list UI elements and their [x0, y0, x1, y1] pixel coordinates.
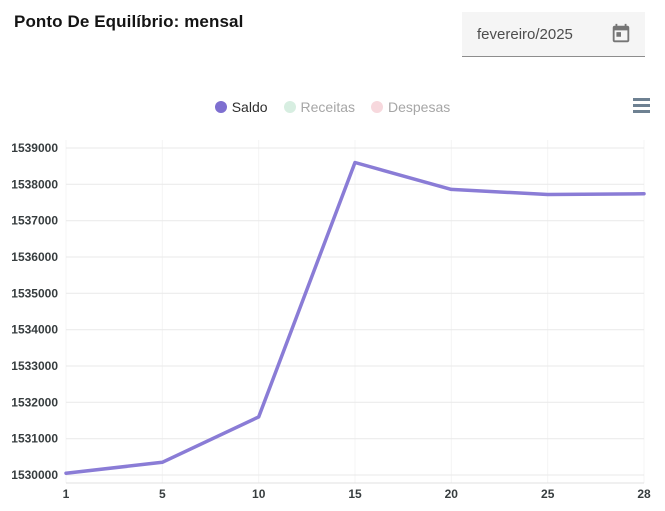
svg-text:1535000: 1535000 [11, 286, 58, 300]
legend-label: Receitas [300, 99, 355, 115]
month-picker-value[interactable]: fevereiro/2025 [477, 25, 573, 43]
legend-marker-icon [214, 101, 227, 113]
hamburger-menu-icon[interactable] [633, 98, 651, 113]
svg-text:1538000: 1538000 [11, 177, 58, 191]
legend-label: Despesas [388, 99, 451, 115]
chart-legend: Saldo Receitas Despesas [0, 99, 665, 115]
svg-text:1531000: 1531000 [11, 432, 58, 446]
legend-marker-icon [283, 101, 296, 113]
menu-bar [633, 110, 650, 113]
svg-text:1530000: 1530000 [11, 468, 58, 482]
svg-text:15: 15 [348, 487, 362, 501]
svg-text:25: 25 [541, 487, 555, 501]
svg-text:1533000: 1533000 [11, 359, 58, 373]
svg-text:28: 28 [637, 487, 651, 501]
svg-text:1532000: 1532000 [11, 395, 58, 409]
legend-label: Saldo [231, 99, 268, 115]
svg-text:10: 10 [252, 487, 266, 501]
legend-item-receitas[interactable]: Receitas [283, 99, 355, 115]
calendar-icon[interactable] [610, 23, 632, 45]
month-picker[interactable]: fevereiro/2025 [462, 12, 645, 57]
svg-text:1536000: 1536000 [11, 250, 58, 264]
svg-text:20: 20 [445, 487, 459, 501]
svg-text:1: 1 [63, 487, 70, 501]
legend-item-despesas[interactable]: Despesas [371, 99, 450, 115]
legend-item-saldo[interactable]: Saldo [214, 99, 268, 115]
legend-marker-icon [371, 101, 383, 113]
page-title: Ponto De Equilíbrio: mensal [14, 12, 244, 31]
menu-bar [633, 98, 650, 101]
menu-bar [633, 104, 650, 107]
svg-text:1539000: 1539000 [11, 141, 58, 155]
svg-text:1537000: 1537000 [11, 214, 58, 228]
svg-text:1534000: 1534000 [11, 323, 58, 337]
svg-text:5: 5 [159, 487, 166, 501]
